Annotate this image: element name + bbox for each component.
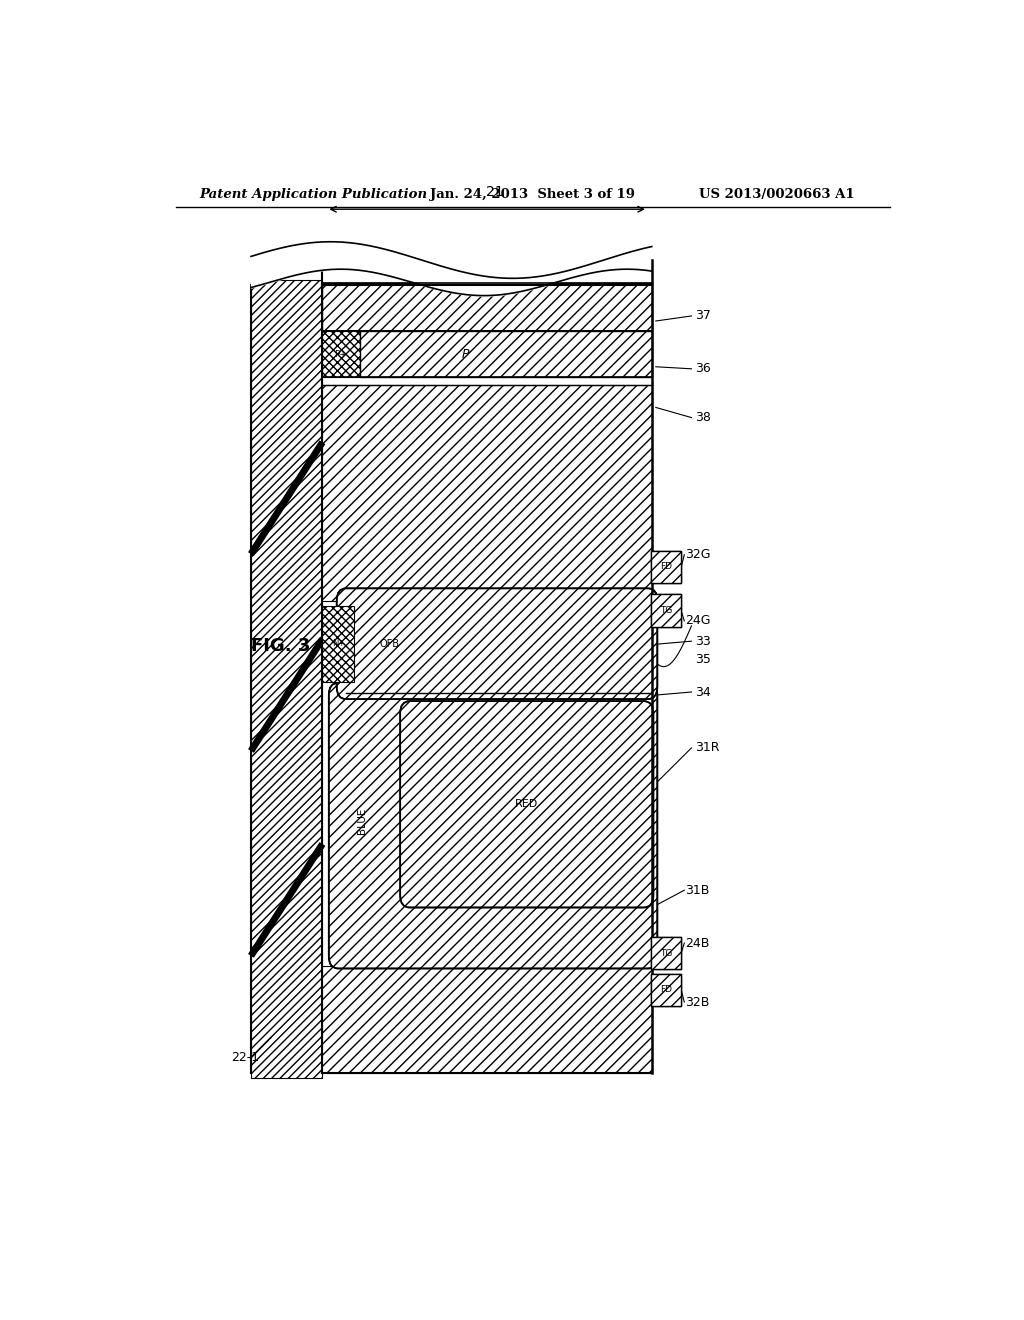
Text: P: P	[462, 347, 469, 360]
Bar	[651, 594, 681, 627]
FancyBboxPatch shape	[337, 589, 657, 700]
Text: 24G: 24G	[685, 614, 711, 627]
Text: OFB: OFB	[380, 639, 400, 648]
Text: 34: 34	[695, 685, 712, 698]
Text: TG: TG	[659, 949, 672, 958]
Text: 21: 21	[486, 185, 504, 199]
Text: 37: 37	[695, 309, 712, 322]
Bar	[651, 937, 681, 969]
Text: 31R: 31R	[695, 742, 720, 755]
Bar	[651, 594, 681, 627]
Text: TG: TG	[659, 606, 672, 615]
Text: FIG. 3: FIG. 3	[251, 638, 310, 655]
Bar	[651, 974, 681, 1006]
Bar	[651, 550, 681, 583]
Text: Jan. 24, 2013  Sheet 3 of 19: Jan. 24, 2013 Sheet 3 of 19	[430, 189, 635, 202]
FancyBboxPatch shape	[329, 682, 657, 969]
Bar	[359, 331, 652, 378]
Text: 32B: 32B	[685, 995, 710, 1008]
Bar	[323, 606, 354, 682]
Text: 33: 33	[695, 635, 712, 648]
Bar	[323, 385, 652, 601]
Text: RED: RED	[515, 800, 539, 809]
Bar	[651, 550, 681, 583]
Text: 31B: 31B	[685, 883, 710, 896]
Bar	[651, 937, 681, 969]
Text: P+: P+	[334, 350, 347, 359]
Bar	[251, 280, 323, 1078]
Text: 32G: 32G	[685, 548, 711, 561]
Text: FD: FD	[660, 985, 672, 994]
Bar	[323, 284, 652, 331]
Text: 35: 35	[695, 653, 712, 667]
FancyBboxPatch shape	[400, 701, 653, 907]
Text: 38: 38	[695, 411, 712, 424]
Text: Patent Application Publication: Patent Application Publication	[200, 189, 428, 202]
Bar	[323, 966, 652, 1073]
Text: 24B: 24B	[685, 937, 710, 949]
Text: US 2013/0020663 A1: US 2013/0020663 A1	[699, 189, 855, 202]
Text: BLUE: BLUE	[357, 808, 368, 834]
Text: N+: N+	[332, 639, 345, 648]
Bar	[323, 331, 359, 378]
Text: FD: FD	[660, 562, 672, 572]
Text: 36: 36	[695, 362, 712, 375]
Bar	[651, 974, 681, 1006]
Text: 22-1: 22-1	[231, 1052, 259, 1064]
